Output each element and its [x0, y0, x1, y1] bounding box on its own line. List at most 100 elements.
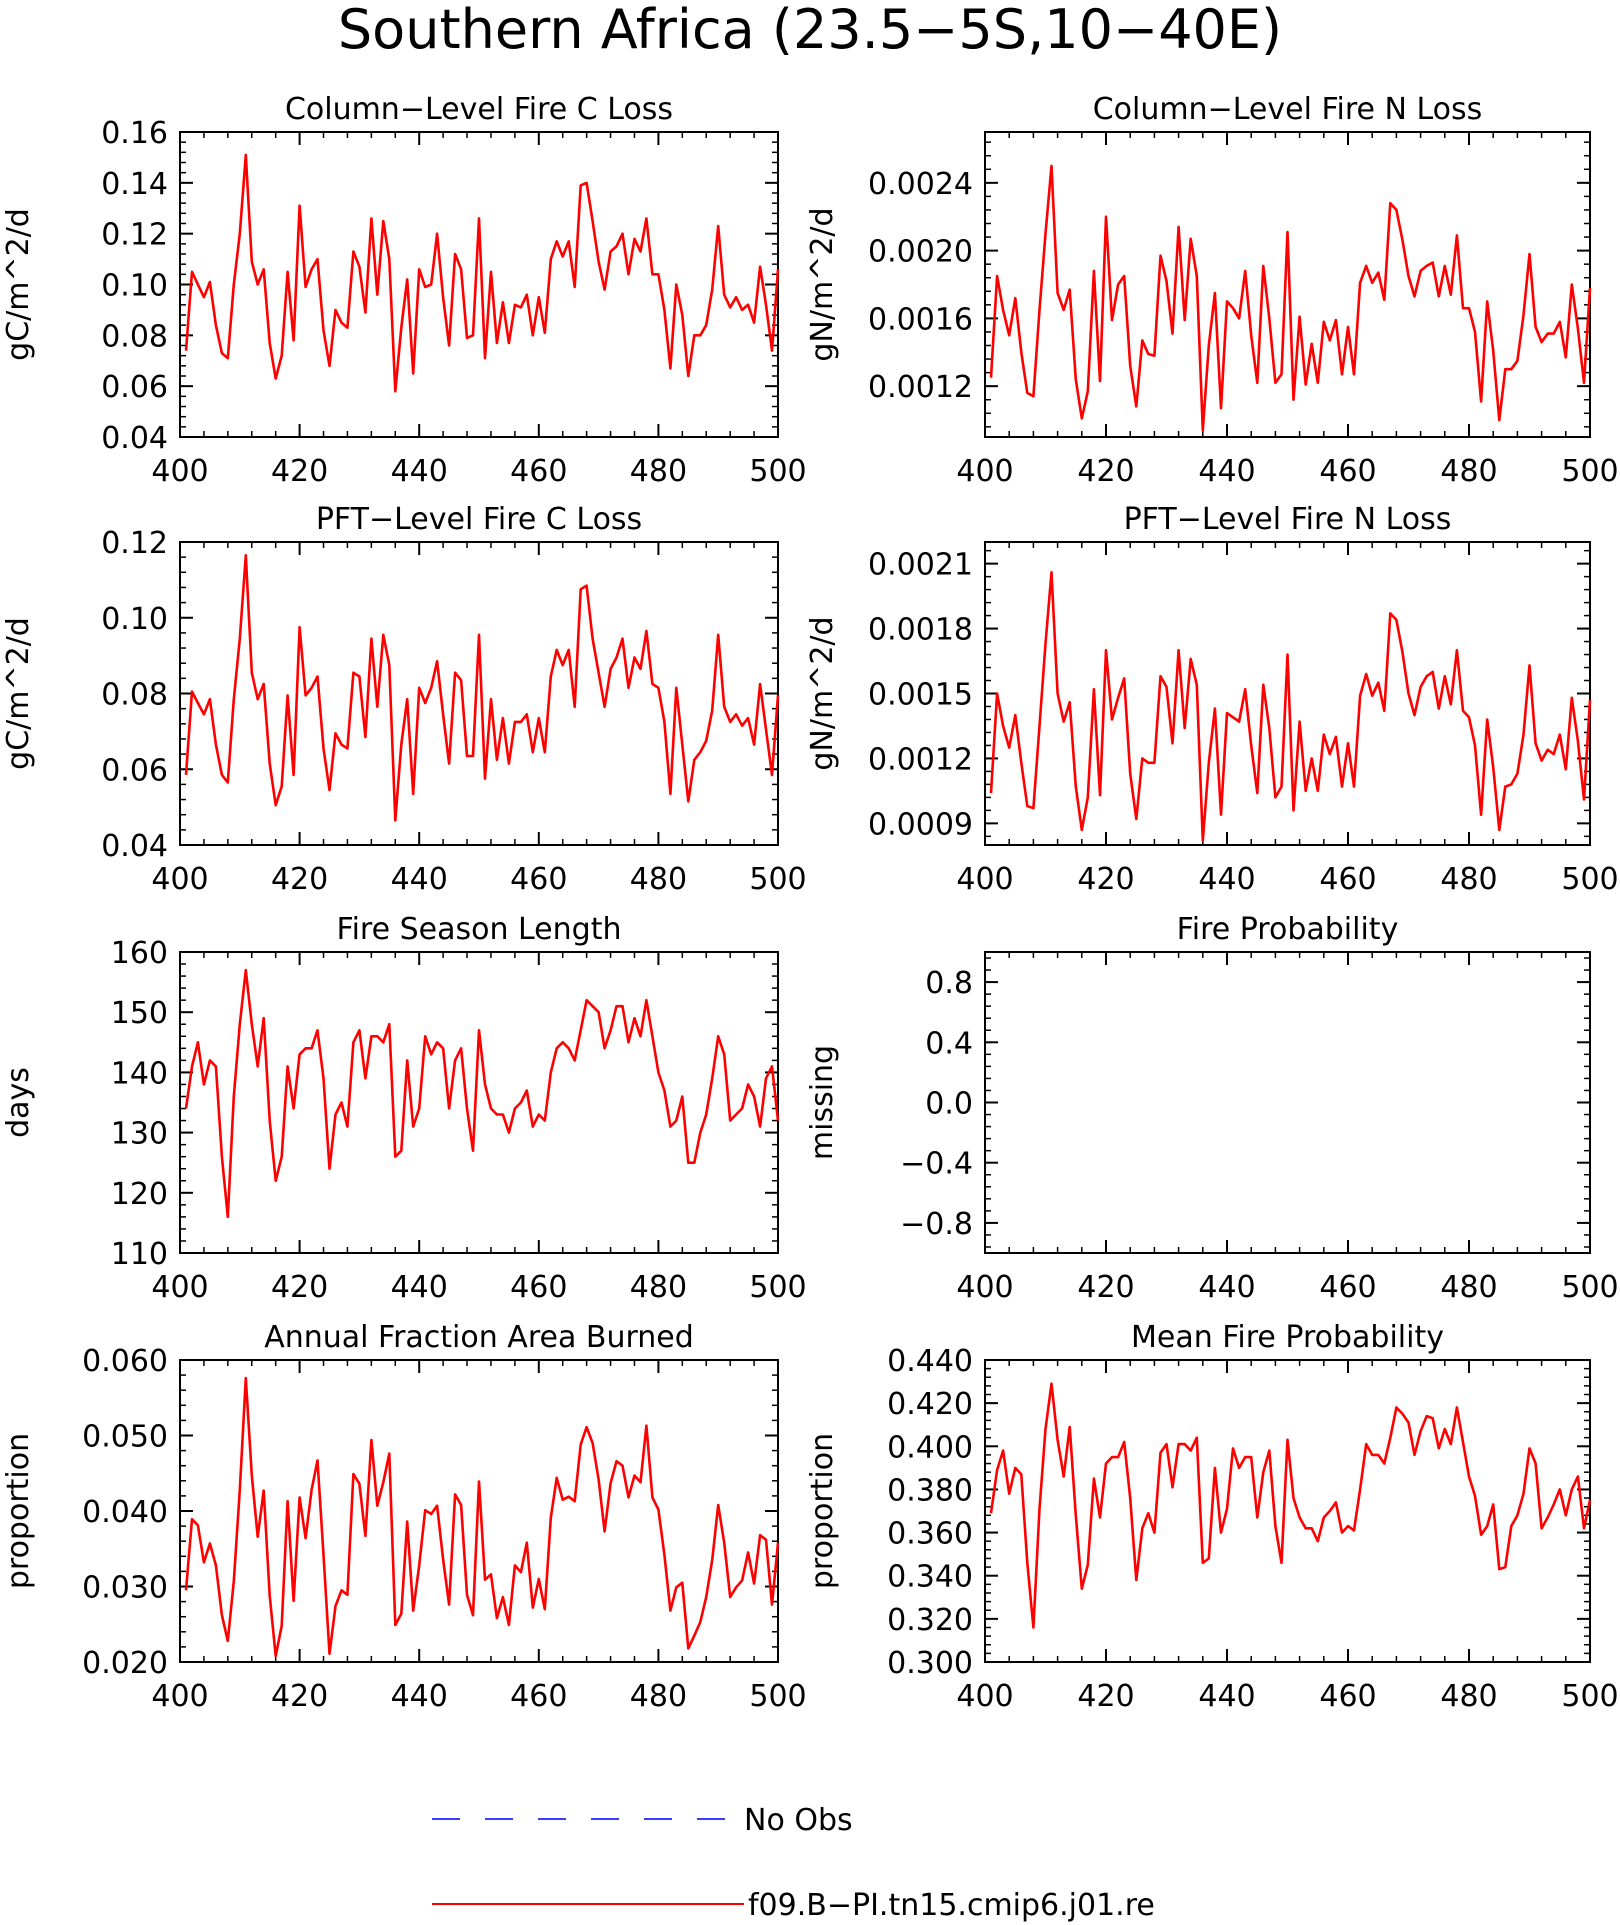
y-tick-label: 130: [111, 1117, 168, 1152]
y-tick-label: 120: [111, 1177, 168, 1212]
y-tick-label: 0.360: [887, 1517, 973, 1552]
y-tick-label: 0.400: [887, 1430, 973, 1465]
y-tick-label: 0.340: [887, 1560, 973, 1595]
x-tick-label: 500: [749, 1679, 806, 1714]
x-tick-label: 440: [391, 1270, 448, 1305]
x-tick-label: 460: [1319, 862, 1376, 897]
panel-title: PFT−Level Fire C Loss: [316, 502, 642, 537]
plot-frame: [984, 1359, 1591, 1663]
y-axis-label: proportion: [1, 1433, 36, 1589]
panel-1: 400 420 440 460 480 500 0.04 0.06 0.08 0.10 0.12 0.…: [1, 92, 807, 489]
x-tick-label: 480: [630, 1270, 687, 1305]
y-tick-label: 0.380: [887, 1473, 973, 1508]
x-tick-label: 440: [1198, 862, 1255, 897]
y-tick-label: 0.16: [101, 116, 168, 151]
x-tick-label: 460: [510, 862, 567, 897]
x-tick-label: 440: [1198, 1270, 1255, 1305]
panel-3: 400 420 440 460 480 500 0.04 0.06 0.08 0.10 0.12 PF…: [1, 502, 807, 897]
panels: 400 420 440 460 480 500 0.04 0.06 0.08 0.10 0.12 0.…: [1, 92, 1619, 1714]
y-tick-label: 0.04: [101, 421, 168, 456]
x-tick-label: 400: [956, 1270, 1013, 1305]
y-axis-label: gC/m^2/d: [1, 208, 36, 361]
x-tick-label: 480: [630, 862, 687, 897]
y-tick-label: 0.04: [101, 829, 168, 864]
panel-title: Annual Fraction Area Burned: [264, 1320, 694, 1355]
series-line: [989, 164, 1592, 432]
panel-7: 400 420 440 460 480 500 0.020 0.030 0.040 0.050 0.…: [1, 1320, 807, 1714]
x-tick-label: 500: [1561, 1270, 1618, 1305]
x-tick-label: 420: [1077, 454, 1134, 489]
y-axis-label: proportion: [805, 1433, 840, 1589]
y-tick-label: −0.8: [900, 1207, 973, 1242]
y-tick-label: 160: [111, 936, 168, 971]
panel-title: Mean Fire Probability: [1131, 1320, 1444, 1355]
y-axis-label: gN/m^2/d: [805, 616, 840, 770]
panel-6: 400 420 440 460 480 500 −0.8 −0.4 0.0 0.4 0.8 Fire …: [805, 912, 1619, 1305]
y-tick-label: 0.0016: [868, 302, 973, 337]
y-tick-label: 0.10: [101, 269, 168, 304]
y-axis-label: gC/m^2/d: [1, 617, 36, 770]
panel-title: Fire Season Length: [337, 912, 622, 947]
x-tick-label: 500: [1561, 862, 1618, 897]
y-tick-label: 0.4: [925, 1026, 973, 1061]
y-tick-label: 0.06: [101, 753, 168, 788]
y-tick-label: 150: [111, 996, 168, 1031]
x-tick-label: 500: [749, 1270, 806, 1305]
plot-frame: [984, 131, 1591, 438]
x-tick-label: 500: [1561, 1679, 1618, 1714]
x-tick-label: 480: [1440, 454, 1497, 489]
y-tick-label: 0.040: [82, 1495, 168, 1530]
y-tick-label: 0.050: [82, 1420, 168, 1455]
y-tick-label: 0.12: [101, 526, 168, 561]
plot-frame: [984, 541, 1591, 846]
y-tick-label: 0.8: [925, 966, 973, 1001]
panel-5: 400 420 440 460 480 500 110 120 130 140 150 160 Fire…: [1, 912, 807, 1305]
series-line: [184, 1376, 780, 1658]
x-tick-label: 480: [1440, 862, 1497, 897]
y-tick-label: 0.14: [101, 167, 168, 202]
legend-model-label: f09.B−PI.tn15.cmip6.j01.re: [748, 1888, 1155, 1923]
y-tick-label: 0.10: [101, 602, 168, 637]
panel-2: 400 420 440 460 480 500 0.0012 0.0016 0.0020 0.00…: [805, 92, 1619, 489]
x-tick-label: 440: [391, 1679, 448, 1714]
x-tick-label: 400: [956, 862, 1013, 897]
series-line: [989, 570, 1592, 843]
y-tick-label: 0.08: [101, 319, 168, 354]
x-tick-label: 480: [1440, 1679, 1497, 1714]
series-line: [184, 553, 780, 822]
x-tick-label: 400: [956, 454, 1013, 489]
x-tick-label: 400: [151, 1679, 208, 1714]
x-tick-label: 480: [630, 454, 687, 489]
y-tick-label: 0.0009: [868, 807, 973, 842]
x-tick-label: 460: [1319, 1679, 1376, 1714]
x-tick-label: 440: [1198, 1679, 1255, 1714]
series-line: [184, 153, 780, 393]
y-tick-label: 140: [111, 1056, 168, 1091]
x-tick-label: 500: [749, 454, 806, 489]
y-tick-label: 0.12: [101, 218, 168, 253]
y-tick-label: 0.0021: [868, 548, 973, 583]
y-tick-label: 0.0012: [868, 742, 973, 777]
x-tick-label: 400: [151, 862, 208, 897]
legend: No Obs f09.B−PI.tn15.cmip6.j01.re: [432, 1803, 1155, 1923]
x-tick-label: 420: [1077, 862, 1134, 897]
panel-title: Fire Probability: [1177, 912, 1399, 947]
y-tick-label: 0.440: [887, 1344, 973, 1379]
plot-frame: [179, 131, 779, 438]
y-tick-label: 0.320: [887, 1603, 973, 1638]
y-tick-label: 110: [111, 1237, 168, 1272]
y-tick-label: 0.0012: [868, 370, 973, 405]
y-axis-label: gN/m^2/d: [805, 207, 840, 361]
y-tick-label: 0.020: [82, 1646, 168, 1681]
panel-title: Column−Level Fire C Loss: [285, 92, 673, 127]
y-axis-label: days: [1, 1067, 36, 1138]
y-tick-label: −0.4: [900, 1147, 973, 1182]
y-tick-label: 0.08: [101, 678, 168, 713]
y-tick-label: 0.420: [887, 1387, 973, 1422]
plot-frame: [984, 951, 1591, 1254]
y-axis-label: missing: [805, 1045, 840, 1160]
series-line: [989, 1382, 1592, 1629]
y-tick-label: 0.0015: [868, 678, 973, 713]
x-tick-label: 400: [956, 1679, 1013, 1714]
